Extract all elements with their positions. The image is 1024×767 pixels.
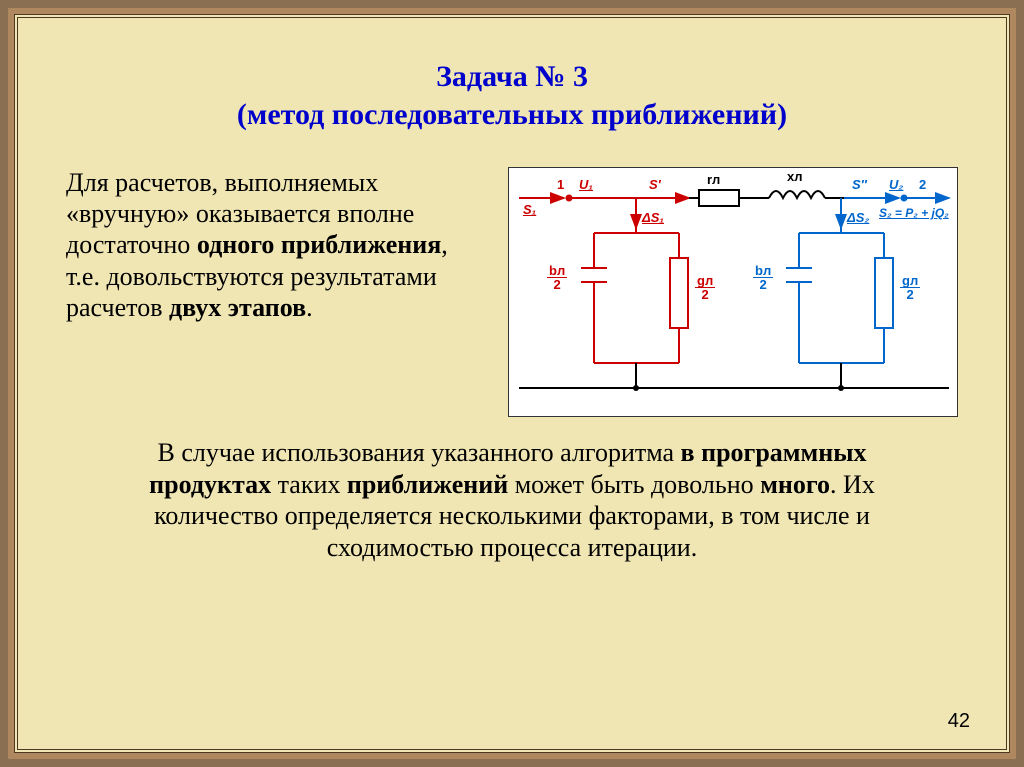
gl2l-den: 2	[695, 288, 715, 301]
outer-frame: Задача № 3 (метод последовательных прибл…	[0, 0, 1024, 767]
lbl-s2eq: S₂ = P₂ + jQ₂	[879, 206, 949, 220]
lbl-node1: 1	[557, 177, 564, 192]
lbl-gl2-left: gл2	[695, 274, 715, 302]
lp-b2: двух этапов	[169, 293, 306, 322]
circuit-diagram: 1 U₁ S′ rл xл S″ U₂ 2 S₁ ΔS₁ ΔS₂ S₂ = P₂…	[508, 167, 958, 417]
lbl-u2: U₂	[889, 177, 903, 192]
lbl-bl2-left: bл2	[547, 264, 567, 292]
bl2r-num: bл	[753, 264, 773, 278]
right-column: 1 U₁ S′ rл xл S″ U₂ 2 S₁ ΔS₁ ΔS₂ S₂ = P₂…	[500, 167, 958, 417]
mid-frame: Задача № 3 (метод последовательных прибл…	[8, 8, 1016, 759]
lp-b1: одного приближения	[197, 230, 441, 259]
inductor-xl	[769, 191, 825, 198]
gl2r-num: gл	[900, 274, 920, 288]
bl2l-num: bл	[547, 264, 567, 278]
lp-t3: .	[306, 293, 313, 322]
resistor-rl	[699, 190, 739, 206]
page-number: 42	[948, 710, 970, 733]
lbl-s1: S₁	[523, 202, 536, 217]
slide-body: Задача № 3 (метод последовательных прибл…	[14, 14, 1010, 753]
bp-t2: таких	[271, 470, 347, 499]
lbl-rl: rл	[707, 172, 720, 187]
title-block: Задача № 3 (метод последовательных прибл…	[66, 58, 958, 133]
bp-b3: много	[760, 470, 830, 499]
title-line-1: Задача № 3	[66, 58, 958, 96]
lg-rect	[670, 258, 688, 328]
bp-t3: может быть довольно	[508, 470, 760, 499]
lbl-sprime: S′	[649, 177, 661, 192]
lbl-ds1: ΔS₁	[642, 210, 664, 225]
bp-b2: приближений	[347, 470, 508, 499]
bottom-paragraph: В случае использования указанного алгори…	[66, 437, 958, 564]
rg-rect	[875, 258, 893, 328]
lbl-sdprime: S″	[852, 177, 867, 192]
gl2l-num: gл	[695, 274, 715, 288]
lbl-gl2-right: gл2	[900, 274, 920, 302]
lbl-node2: 2	[919, 177, 926, 192]
bp-t1: В случае использования указанного алгори…	[158, 438, 681, 467]
bl2l-den: 2	[547, 278, 567, 291]
lbl-xl: xл	[787, 169, 803, 184]
columns: Для расчетов, выполняемых «вручную» оказ…	[66, 167, 958, 417]
title-line-2: (метод последовательных приближений)	[66, 96, 958, 134]
lbl-bl2-right: bл2	[753, 264, 773, 292]
lbl-u1: U₁	[579, 177, 593, 192]
gl2r-den: 2	[900, 288, 920, 301]
lbl-ds2: ΔS₂	[847, 210, 869, 225]
left-paragraph: Для расчетов, выполняемых «вручную» оказ…	[66, 167, 486, 417]
bl2r-den: 2	[753, 278, 773, 291]
